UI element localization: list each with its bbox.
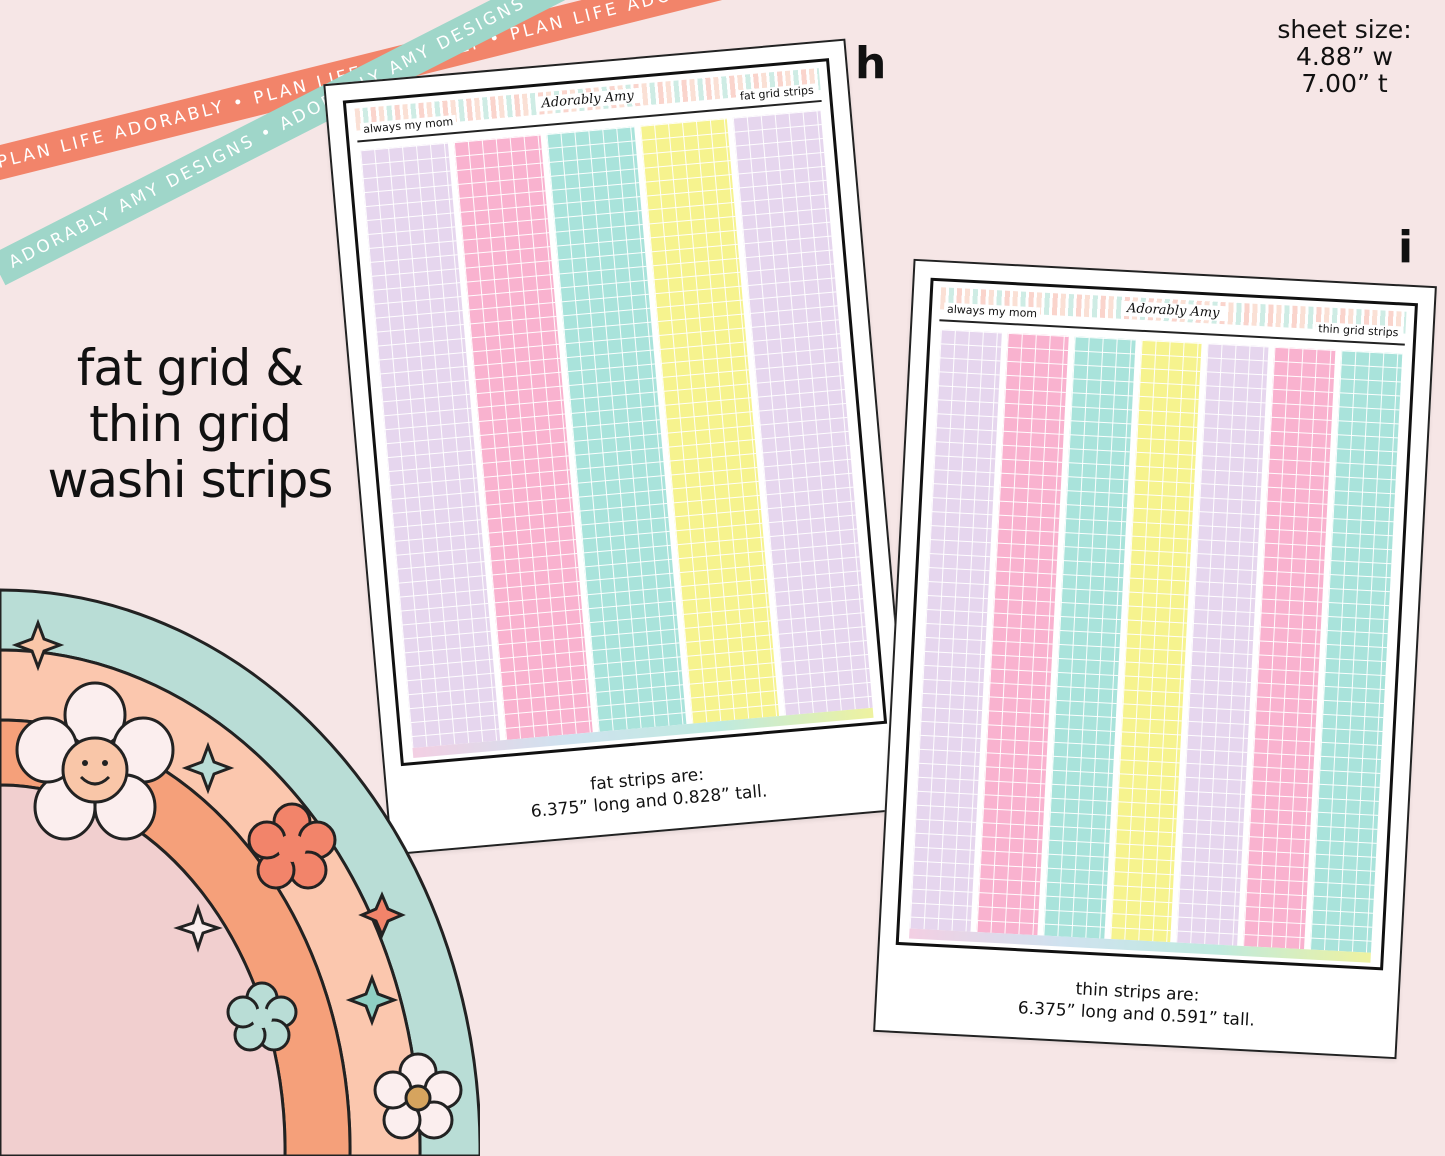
sparkle-icon xyxy=(173,903,223,953)
headline-line: washi strips xyxy=(47,451,334,509)
orange-flower-icon xyxy=(247,802,337,890)
teal-flower-icon xyxy=(226,981,298,1052)
smiley-flower-icon xyxy=(15,681,175,841)
sheet-size-info: sheet size: 4.88” w 7.00” t xyxy=(1262,16,1427,97)
sheet-size-label: sheet size: xyxy=(1277,15,1412,44)
headline-line: fat grid & xyxy=(76,339,305,397)
white-flower-icon xyxy=(373,1052,463,1140)
sheet-letter: h xyxy=(855,38,887,89)
sheet-caption: thin strips are: 6.375” long and 0.591” … xyxy=(876,968,1398,1039)
sticker-sheet: always my mom Adorably Amy thin grid str… xyxy=(895,277,1418,971)
sparkle-icon xyxy=(11,618,65,672)
sheet-size-height: 7.00” t xyxy=(1301,69,1388,98)
sheet-i-card: always my mom Adorably Amy thin grid str… xyxy=(873,258,1437,1060)
washi-strips xyxy=(909,329,1403,953)
sparkle-icon xyxy=(358,891,406,939)
sparkle-icon xyxy=(181,741,235,795)
sparkle-icon xyxy=(345,973,399,1027)
rainbow-illustration xyxy=(0,588,480,1156)
headline-line: thin grid xyxy=(89,395,292,453)
sheet-letter: i xyxy=(1398,222,1414,273)
sheet-size-width: 4.88” w xyxy=(1295,42,1393,71)
product-headline: fat grid & thin grid washi strips xyxy=(30,340,350,508)
